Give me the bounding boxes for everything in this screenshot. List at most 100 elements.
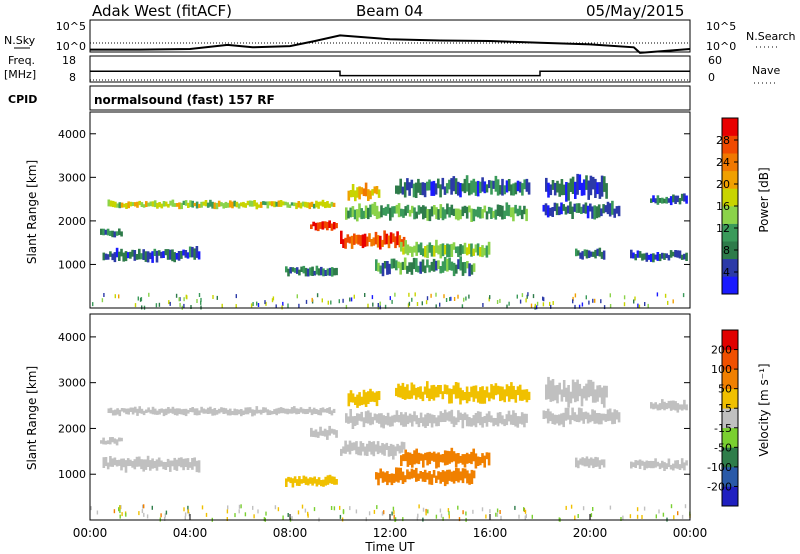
- power-cell: [404, 240, 407, 254]
- velocity-cell: [587, 379, 590, 398]
- velocity-cell: [439, 385, 442, 395]
- velocity-cell: [547, 376, 550, 400]
- velocity-cell: [512, 410, 515, 425]
- station-title: Adak West (fitACF): [92, 2, 232, 20]
- velocity-cell: [670, 504, 673, 509]
- power-cell: [375, 259, 378, 271]
- power-cell: [369, 204, 372, 218]
- velocity-cell: [483, 416, 487, 424]
- power-cell: [248, 200, 252, 207]
- velocity-cell: [472, 470, 476, 479]
- power-cell: [426, 181, 429, 191]
- power-cell: [319, 201, 323, 206]
- power-cell: [674, 195, 677, 204]
- power-cell: [277, 200, 281, 207]
- power-cell: [351, 206, 355, 217]
- velocity-cell: [375, 414, 379, 423]
- velocity-cell: [183, 507, 185, 512]
- velocity-cell: [485, 413, 489, 427]
- velocity-cell: [549, 411, 552, 422]
- power-cell: [496, 204, 500, 216]
- power-cell: [437, 260, 440, 269]
- power-cell: [503, 210, 506, 219]
- power-cell: [360, 208, 363, 220]
- power-cell: [235, 201, 239, 208]
- power-cell: [510, 184, 513, 196]
- velocity-cell: [169, 408, 172, 413]
- velocity-cell: [396, 443, 399, 452]
- velocity-cell: [226, 509, 229, 514]
- velocity-cell: [521, 389, 524, 401]
- velocity-cell: [317, 409, 320, 416]
- velocity-cell: [406, 452, 410, 467]
- velocity-cell: [580, 388, 584, 407]
- velocity-cell: [505, 384, 509, 397]
- power-cell: [552, 301, 554, 305]
- velocity-cell: [632, 462, 635, 467]
- power-cell: [596, 248, 599, 256]
- power-cell: [448, 179, 451, 190]
- power-cell: [332, 222, 336, 230]
- velocity-cell: [372, 441, 376, 457]
- power-cell: [630, 249, 633, 259]
- power-cell: [106, 228, 110, 236]
- power-cell: [315, 265, 319, 275]
- velocity-band: [375, 467, 476, 487]
- freq-left-tick-high: 18: [62, 54, 76, 67]
- power-cell: [114, 294, 116, 299]
- power-cell: [196, 299, 198, 303]
- power-cell: [320, 266, 323, 276]
- velocity-cell: [585, 456, 589, 467]
- velocity-cell: [333, 476, 336, 485]
- velocity-cell: [226, 517, 228, 521]
- velocity-cell: [274, 505, 277, 510]
- power-cell: [589, 203, 592, 212]
- velocity-cell: [184, 458, 188, 467]
- power-cell: [304, 201, 307, 208]
- power-cell: [439, 266, 442, 274]
- power-cell: [595, 206, 599, 219]
- power-cell: [597, 204, 601, 218]
- velocity-cell: [215, 410, 219, 415]
- velocity-cell: [562, 412, 565, 428]
- velocity-cell: [422, 454, 425, 468]
- power-cell: [289, 267, 292, 274]
- power-cell: [359, 235, 363, 246]
- power-cell: [481, 245, 484, 258]
- power-cell: [328, 203, 331, 208]
- velocity-cell: [164, 513, 166, 518]
- velocity-cell: [326, 430, 329, 440]
- power-cell: [481, 209, 484, 219]
- velocity-cell: [360, 411, 363, 422]
- power-cell: [415, 211, 418, 219]
- velocity-band: [542, 407, 621, 428]
- velocity-cell: [307, 511, 309, 516]
- power-cell: [542, 302, 545, 307]
- power-cell: [374, 231, 378, 245]
- power-cell: [124, 251, 128, 262]
- velocity-cell: [235, 409, 239, 416]
- velocity-cell: [470, 451, 473, 465]
- power-cell: [296, 294, 298, 299]
- velocity-cell: [481, 453, 484, 464]
- power-band: [650, 193, 688, 206]
- power-cell: [380, 205, 383, 218]
- power-cell: [340, 230, 343, 244]
- power-cell: [605, 183, 608, 199]
- velocity-cell: [118, 409, 122, 417]
- power-cell: [600, 299, 602, 304]
- power-cell: [585, 175, 588, 190]
- power-cell: [680, 254, 684, 260]
- power-ytick-label: 3000: [58, 171, 86, 184]
- velocity-cell: [609, 505, 612, 510]
- velocity-cell: [585, 383, 588, 401]
- power-cell: [426, 296, 429, 301]
- power-cell: [672, 251, 675, 257]
- velocity-cell: [426, 452, 429, 466]
- power-cell: [345, 304, 348, 309]
- nave-label: Nave: [752, 64, 780, 77]
- power-cell: [604, 205, 608, 213]
- freq-right-tick-low: 0: [708, 71, 715, 84]
- power-cell: [664, 293, 667, 298]
